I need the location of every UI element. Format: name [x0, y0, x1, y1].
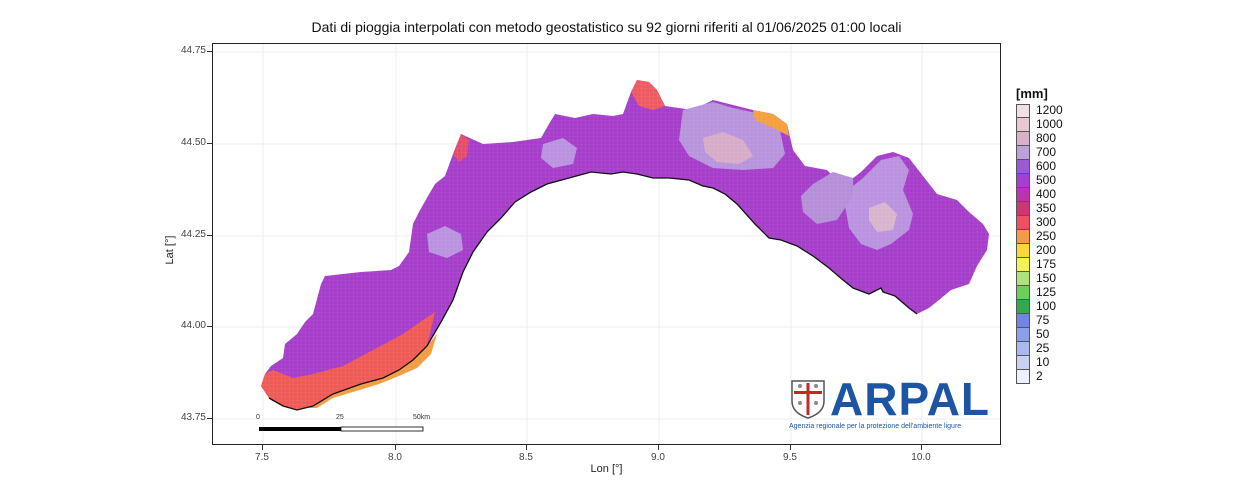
legend-label: 200	[1036, 243, 1057, 257]
legend-label: 50	[1036, 327, 1050, 341]
legend-swatch	[1016, 370, 1030, 384]
scale-bar	[259, 426, 424, 432]
y-tick-mark	[207, 51, 212, 52]
legend-label: 100	[1036, 299, 1057, 313]
legend-label: 600	[1036, 159, 1057, 173]
scale-label: 50km	[413, 414, 431, 421]
legend-swatch	[1016, 356, 1030, 370]
map-title: Dati di pioggia interpolati con metodo g…	[311, 19, 902, 35]
x-tick-mark	[262, 445, 263, 450]
grid-overlay	[213, 44, 1000, 444]
legend-swatch	[1016, 146, 1030, 160]
legend-label: 500	[1036, 173, 1057, 187]
x-tick-label: 8.0	[388, 452, 402, 463]
legend-swatch	[1016, 104, 1030, 118]
x-tick-label: 10.0	[911, 452, 931, 463]
legend-label: 700	[1036, 145, 1057, 159]
legend-label: 2	[1036, 369, 1043, 383]
x-tick-label: 9.5	[783, 452, 797, 463]
legend-swatch	[1016, 188, 1030, 202]
arpal-logo-subtitle: Agenzia regionale per la protezione dell…	[789, 423, 962, 430]
legend-swatch	[1016, 132, 1030, 146]
arpal-logo-text: ARPAL	[830, 373, 991, 425]
legend-swatch	[1016, 160, 1030, 174]
legend-swatch	[1016, 272, 1030, 286]
legend-swatch	[1016, 342, 1030, 356]
legend-label: 125	[1036, 285, 1057, 299]
y-tick-mark	[207, 418, 212, 419]
legend-label: 1200	[1036, 103, 1063, 117]
scale-label: 25	[336, 414, 344, 421]
y-tick-label: 44.75	[180, 45, 206, 56]
legend-swatch	[1016, 314, 1030, 328]
legend-swatch	[1016, 230, 1030, 244]
y-tick-label: 43.75	[180, 412, 206, 423]
y-tick-label: 44.25	[180, 229, 206, 240]
x-tick-mark	[658, 445, 659, 450]
x-tick-label: 8.5	[519, 452, 533, 463]
legend-swatch	[1016, 328, 1030, 342]
y-tick-mark	[207, 326, 212, 327]
legend-label: 300	[1036, 215, 1057, 229]
legend-swatch	[1016, 258, 1030, 272]
legend-swatch	[1016, 300, 1030, 314]
x-tick-label: 7.5	[255, 452, 269, 463]
x-tick-mark	[790, 445, 791, 450]
legend-swatch	[1016, 286, 1030, 300]
y-tick-label: 44.00	[180, 320, 206, 331]
x-tick-label: 9.0	[651, 452, 665, 463]
legend-label: 175	[1036, 257, 1057, 271]
legend-label: 800	[1036, 131, 1057, 145]
legend-label: 150	[1036, 271, 1057, 285]
legend-label: 350	[1036, 201, 1057, 215]
legend-label: 10	[1036, 355, 1050, 369]
legend-label: 1000	[1036, 117, 1063, 131]
y-tick-label: 44.50	[180, 137, 206, 148]
x-tick-mark	[526, 445, 527, 450]
legend-label: 75	[1036, 313, 1050, 327]
x-axis-label: Lon [°]	[590, 463, 623, 475]
legend-label: 250	[1036, 229, 1057, 243]
x-tick-mark	[921, 445, 922, 450]
legend-swatch	[1016, 202, 1030, 216]
y-tick-mark	[207, 143, 212, 144]
x-tick-mark	[395, 445, 396, 450]
legend-swatch	[1016, 216, 1030, 230]
rainfall-map	[213, 44, 1000, 444]
legend-label: 400	[1036, 187, 1057, 201]
legend-label: 25	[1036, 341, 1050, 355]
coastline	[268, 171, 918, 411]
scale-label: 0	[256, 414, 260, 421]
legend-title: [mm]	[1016, 86, 1048, 101]
arpal-shield-icon	[791, 380, 825, 419]
y-tick-mark	[207, 235, 212, 236]
legend-color-bar	[1016, 104, 1030, 384]
legend-swatch	[1016, 118, 1030, 132]
legend-swatch	[1016, 174, 1030, 188]
legend-swatch	[1016, 244, 1030, 258]
map-panel[interactable]	[212, 43, 1001, 445]
